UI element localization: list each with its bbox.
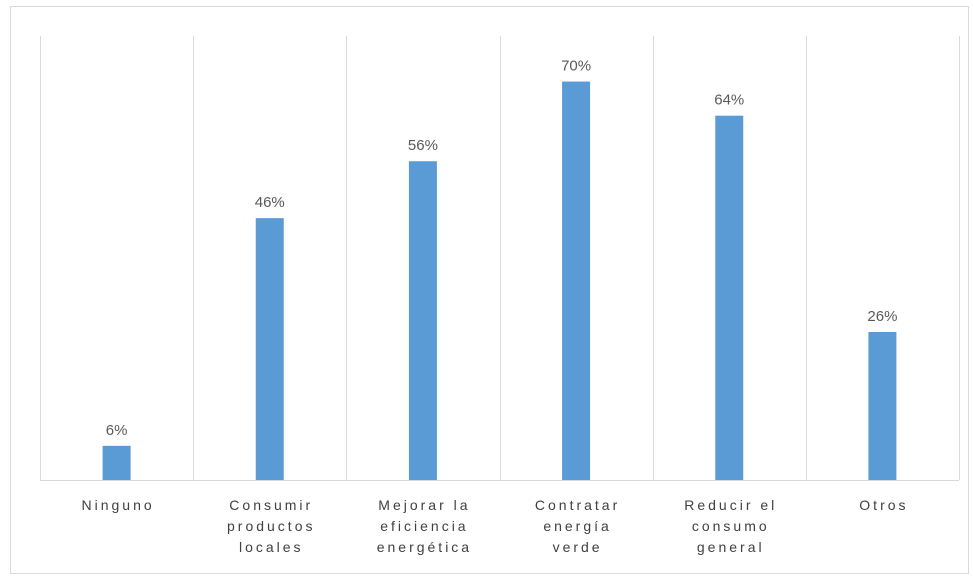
category-tick-label-line: general [697, 539, 765, 555]
category-tick-label-line: energía [543, 518, 611, 534]
category-tick-label: Ninguno [82, 497, 155, 513]
category-tick-label-line: productos [227, 518, 315, 534]
category-tick-label: Consumir productos locales [227, 497, 315, 555]
data-label: 70% [561, 58, 591, 75]
category-tick-label-line: Contratar [535, 497, 620, 513]
chart-frame [10, 6, 969, 574]
data-label: 64% [714, 92, 744, 109]
data-label: 56% [408, 137, 438, 154]
category-tick-label: Reducir el consumo general [684, 497, 777, 555]
bar [255, 218, 284, 480]
category-tick-label-line: Consumir [229, 497, 313, 513]
category-tick-label-line: energética [377, 539, 472, 555]
category-tick-label-line: eficiencia [380, 518, 468, 534]
category-tick-label-line: Otros [859, 497, 908, 513]
data-label: 6% [106, 422, 128, 439]
category-tick-label-line: verde [553, 539, 603, 555]
category-tick-label-line: consumo [692, 518, 770, 534]
bar [408, 161, 437, 480]
bar [562, 81, 591, 481]
bar [715, 115, 744, 480]
category-tick-label: Otros [859, 497, 908, 513]
category-tick-label-line: Ninguno [82, 497, 155, 513]
category-tick-label-line: Mejorar la [378, 497, 470, 513]
bar [102, 445, 131, 480]
category-tick-label: Mejorar la eficiencia energética [377, 497, 472, 555]
data-label: 26% [867, 308, 897, 325]
category-tick-label-line: locales [239, 539, 304, 555]
data-label: 46% [255, 194, 285, 211]
bar [868, 332, 897, 480]
category-tick-label: Contratar energía verde [535, 497, 620, 555]
category-tick-label-line: Reducir el [684, 497, 777, 513]
